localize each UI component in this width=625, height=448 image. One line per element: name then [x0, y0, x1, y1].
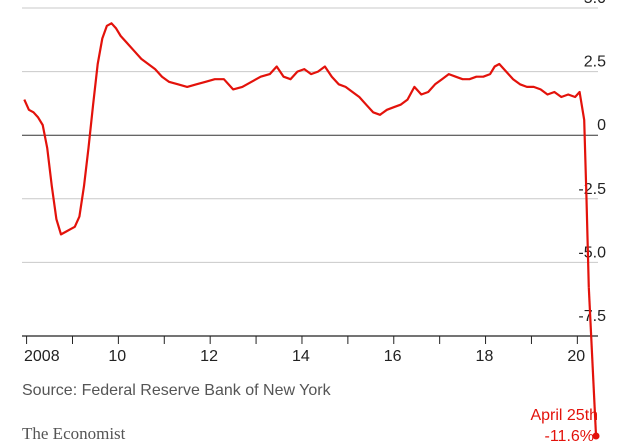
x-tick-label: 16	[384, 348, 402, 365]
annotation-date: April 25th	[530, 407, 598, 424]
annotation-value: -11.6%	[545, 428, 595, 445]
y-tick-labels: 5.0 2.5 0 -2.5 -5.0 -7.5	[578, 0, 606, 325]
x-tick-label: 14	[292, 348, 310, 365]
y-tick-label: 0	[597, 117, 606, 134]
x-tick-marks	[26, 336, 578, 344]
x-tick-label: 12	[200, 348, 218, 365]
series-line	[23, 22, 590, 288]
x-tick-label: 18	[476, 348, 494, 365]
y-tick-label: 5.0	[584, 0, 606, 7]
final-drop-line	[587, 287, 598, 437]
y-tick-label: -2.5	[578, 181, 606, 198]
y-tick-label: -5.0	[578, 244, 606, 261]
x-tick-label: 20	[567, 348, 585, 365]
y-tick-label: -7.5	[578, 308, 606, 325]
source-note: Source: Federal Reserve Bank of New York	[22, 382, 331, 399]
end-point-marker	[592, 432, 600, 440]
y-tick-label: 2.5	[584, 54, 606, 71]
publisher-logo: The Economist	[22, 424, 126, 443]
gridlines	[22, 7, 598, 263]
x-tick-labels: 2008 10 12 14 16 18 20	[24, 348, 585, 365]
x-tick-label: 2008	[24, 348, 60, 365]
x-tick-label: 10	[108, 348, 126, 365]
